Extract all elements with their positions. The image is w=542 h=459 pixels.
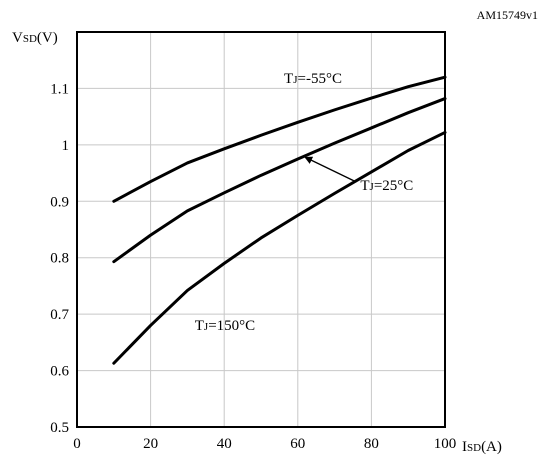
x-axis-title-main: I: [462, 439, 467, 455]
y-axis-title-sub: SD: [23, 33, 37, 45]
series-label-rest: =25°C: [374, 178, 413, 194]
series-lines: [112, 75, 447, 365]
series-label-sub: J: [370, 181, 375, 193]
series-line-1: [112, 97, 447, 264]
x-axis-title-sub: SD: [467, 442, 481, 454]
annotation-arrow: [304, 156, 357, 183]
series-annotations: TJ=-55°CTJ=25°CTJ=150°C: [195, 71, 414, 334]
series-label-main: T: [360, 178, 369, 194]
series-label-2: TJ=150°C: [195, 318, 255, 334]
series-line-0: [112, 75, 447, 203]
y-tick-label: 0.8: [50, 251, 69, 267]
x-tick-label: 80: [364, 436, 379, 452]
y-tick-label: 0.5: [50, 420, 69, 436]
x-axis-title: ISD(A): [462, 439, 502, 455]
x-tick-label: 40: [217, 436, 232, 452]
series-label-main: T: [195, 318, 204, 334]
series-line-2: [112, 130, 447, 365]
y-tick-label: 0.6: [50, 364, 69, 380]
x-tick-label: 100: [434, 436, 457, 452]
series-label-rest: =150°C: [208, 318, 255, 334]
x-tick-label: 60: [290, 436, 305, 452]
series-label-sub: J: [204, 321, 209, 333]
series-label-0: TJ=-55°C: [284, 71, 342, 87]
y-axis-title-unit: (V): [37, 30, 58, 46]
series-label-1: TJ=25°C: [360, 178, 413, 194]
plot-frame: [76, 31, 446, 428]
y-axis-title: VSD(V): [12, 30, 58, 46]
y-tick-label: 0.9: [50, 194, 69, 210]
tick-labels: 0 20 40 60 80 100 0.5 0.6 0.7 0.8 0.9 1 1.1: [50, 81, 456, 452]
x-tick-label: 0: [73, 436, 81, 452]
series-label-sub: J: [293, 74, 298, 86]
x-tick-label: 20: [143, 436, 158, 452]
x-axis-title-unit: (A): [481, 439, 502, 455]
y-tick-label: 1.1: [50, 81, 69, 97]
figure-code: AM15749v1: [477, 8, 538, 22]
y-axis-title-main: V: [12, 30, 23, 46]
series-label-main: T: [284, 71, 293, 87]
y-tick-label: 1: [62, 138, 70, 154]
series-label-rest: =-55°C: [297, 71, 341, 87]
y-tick-label: 0.7: [50, 307, 69, 323]
